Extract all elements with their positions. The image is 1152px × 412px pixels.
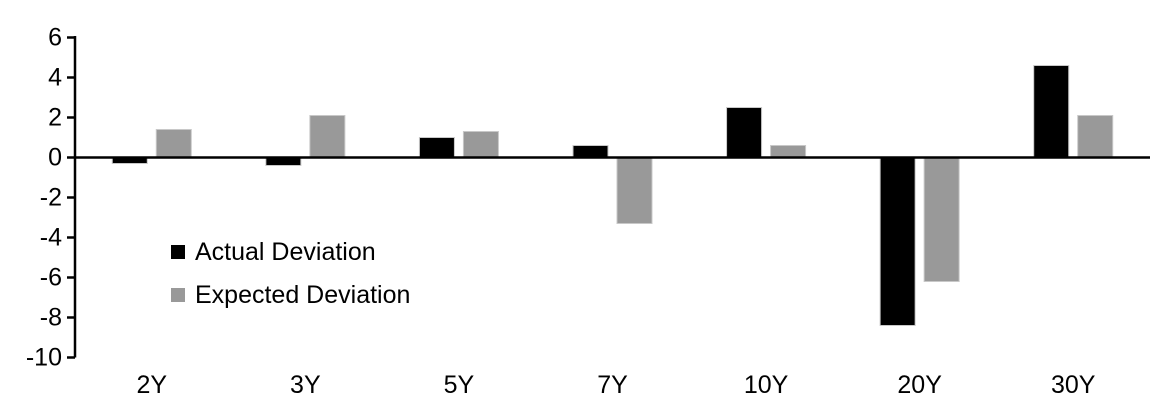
x-axis-category-label: 30Y [1051,371,1096,399]
x-axis-category-label: 10Y [744,371,789,399]
x-axis-category-label: 20Y [897,371,942,399]
y-axis-tick-label: -6 [40,264,62,292]
x-axis-category-label: 2Y [136,371,167,399]
bar-actual-deviation-7y [572,145,609,158]
y-axis-tick-label: 6 [48,24,62,52]
bar-expected-deviation-3y [309,115,346,158]
bar-expected-deviation-30y [1077,115,1114,158]
bar-expected-deviation-7y [616,157,653,224]
bar-actual-deviation-5y [418,137,455,158]
x-axis-category-label: 3Y [290,371,321,399]
y-axis-tick-label: 0 [48,144,62,172]
x-axis-category-label: 5Y [444,371,475,399]
bar-actual-deviation-10y [726,107,763,158]
legend-label-actual-deviation: Actual Deviation [195,238,376,266]
y-axis-tick-label: 4 [48,64,62,92]
legend-label-expected-deviation: Expected Deviation [195,281,410,309]
bar-expected-deviation-2y [155,129,192,158]
bar-expected-deviation-20y [923,157,960,282]
legend-swatch-actual-deviation [171,245,185,259]
x-axis-category-label: 7Y [597,371,628,399]
y-axis-tick-label: -4 [40,224,62,252]
legend-swatch-expected-deviation [171,288,185,302]
y-axis-tick-label: -8 [40,304,62,332]
y-axis-tick-label: -10 [26,344,62,372]
y-axis-tick-label: -2 [40,184,62,212]
bar-actual-deviation-30y [1033,65,1070,158]
y-axis-tick-label: 2 [48,104,62,132]
bar-actual-deviation-20y [879,157,916,326]
bar-expected-deviation-5y [462,131,499,158]
bar-expected-deviation-10y [770,145,807,158]
